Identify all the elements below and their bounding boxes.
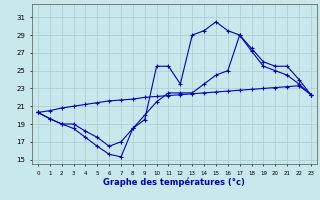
X-axis label: Graphe des températures (°c): Graphe des températures (°c) (103, 177, 245, 187)
